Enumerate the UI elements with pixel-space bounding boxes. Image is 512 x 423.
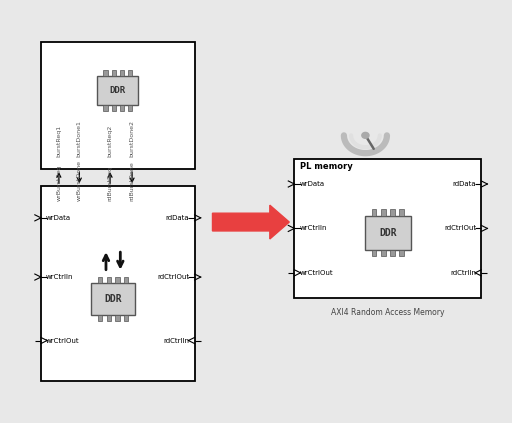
Text: burstDone1: burstDone1	[77, 120, 82, 157]
Bar	[120, 70, 124, 76]
Text: wrCtrlIn: wrCtrlIn	[46, 274, 74, 280]
FancyArrow shape	[212, 205, 289, 239]
Text: rdData: rdData	[166, 215, 189, 221]
Bar	[112, 70, 116, 76]
Bar	[372, 209, 376, 216]
Text: wrCtrlIn: wrCtrlIn	[300, 225, 327, 231]
Text: burstDone2: burstDone2	[130, 120, 135, 157]
Bar	[381, 209, 386, 216]
Text: rdData: rdData	[453, 181, 476, 187]
Text: AXI4 Random Access Memory: AXI4 Random Access Memory	[331, 308, 444, 316]
Text: rdBurstReq: rdBurstReq	[108, 166, 113, 201]
Bar	[115, 277, 120, 283]
Bar	[390, 250, 395, 256]
Bar	[106, 277, 111, 283]
Text: burstReq1: burstReq1	[56, 124, 61, 157]
Bar	[372, 250, 376, 256]
Text: wrCtrlOut: wrCtrlOut	[46, 338, 80, 343]
Bar	[120, 105, 124, 111]
Bar	[390, 209, 395, 216]
Text: DDR: DDR	[379, 228, 397, 238]
Bar	[41, 42, 195, 169]
Text: rdCtrlIn: rdCtrlIn	[163, 338, 189, 343]
Bar	[294, 159, 481, 298]
Text: rdCtrlIn: rdCtrlIn	[450, 270, 476, 276]
Bar	[98, 315, 102, 321]
Text: rdCtrlOut: rdCtrlOut	[157, 274, 189, 280]
Text: DDR: DDR	[104, 294, 122, 304]
Bar	[381, 250, 386, 256]
Bar	[365, 216, 411, 250]
Text: DDR: DDR	[110, 86, 126, 95]
Circle shape	[362, 132, 369, 138]
Text: burstReq2: burstReq2	[108, 124, 113, 157]
Text: wrBurstDone: wrBurstDone	[77, 160, 82, 201]
Bar	[399, 250, 404, 256]
Bar	[106, 315, 111, 321]
Text: rdBurstDone: rdBurstDone	[130, 161, 135, 201]
Bar	[91, 283, 135, 315]
Text: wrData: wrData	[46, 215, 71, 221]
Bar	[124, 277, 129, 283]
Bar	[41, 186, 195, 381]
Bar	[98, 277, 102, 283]
Bar	[103, 105, 108, 111]
Bar	[103, 70, 108, 76]
Text: wrData: wrData	[300, 181, 325, 187]
Bar	[97, 76, 138, 105]
Text: wrCtrlOut: wrCtrlOut	[300, 270, 333, 276]
Bar	[128, 70, 132, 76]
Text: PL memory: PL memory	[300, 162, 352, 171]
Bar	[112, 105, 116, 111]
Bar	[124, 315, 129, 321]
Bar	[399, 209, 404, 216]
Bar	[128, 105, 132, 111]
Bar	[115, 315, 120, 321]
Text: rdCtrlOut: rdCtrlOut	[444, 225, 476, 231]
Text: wrBurstReq: wrBurstReq	[56, 165, 61, 201]
